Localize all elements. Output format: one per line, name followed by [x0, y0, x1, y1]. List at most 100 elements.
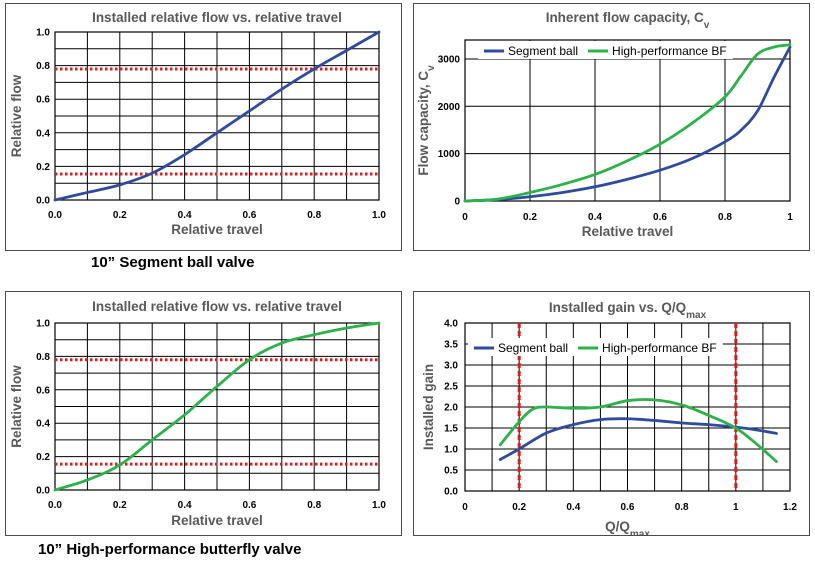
x-tick-label: 0.6	[621, 502, 635, 513]
chart-panel-butterfly-installed-flow: Installed relative flow vs. relative tra…	[5, 291, 402, 536]
x-tick-label: 1	[733, 502, 739, 513]
y-tick-label: 0.2	[36, 452, 50, 463]
x-tick-label: 1.0	[372, 500, 386, 511]
x-tick-label: 0.8	[675, 502, 689, 513]
chart-title-sub: max	[686, 310, 706, 321]
plot-frame	[464, 39, 791, 202]
chart-legend: Segment ball High-performance BF	[468, 338, 723, 356]
y-tick-label: 0.5	[444, 466, 458, 477]
y-tick-label: 4.0	[444, 319, 458, 330]
y-axis-label-main: Relative flow	[9, 365, 24, 448]
chart-legend: Segment ball High-performance BF	[478, 41, 733, 59]
y-tick-label: 3000	[438, 54, 461, 65]
legend-label: Segment ball	[508, 44, 578, 58]
chart-panel-inherent-flow-capacity: Inherent flow capacity, Cv 0 1000 2000 3000 0…	[413, 3, 810, 251]
x-tick-label: 0.2	[523, 212, 537, 223]
x-tick-label: 0.8	[307, 500, 321, 511]
y-tick-label: 0.2	[36, 162, 50, 173]
y-tick-label: 0.0	[36, 196, 50, 207]
x-tick-label: 0.4	[178, 210, 192, 221]
series-line-high-performance-bf	[463, 43, 792, 203]
x-tick-label: 0.8	[307, 210, 321, 221]
x-tick-label: 1.0	[372, 210, 386, 221]
x-tick-label: 0.2	[113, 210, 127, 221]
y-tick-label: 3.0	[444, 361, 458, 372]
y-tick-label: 1.5	[444, 424, 458, 435]
chart-title: Inherent flow capacity, Cv	[546, 10, 710, 31]
y-tick-label: 0.6	[36, 385, 50, 396]
chart-title-main: Inherent flow capacity, C	[546, 10, 704, 25]
legend-label: High-performance BF	[602, 341, 717, 355]
y-tick-label: 1000	[438, 149, 461, 160]
y-tick-label: 2000	[438, 102, 461, 113]
y-tick-label: 1.0	[36, 28, 50, 39]
y-tick-label: 1.0	[36, 319, 50, 330]
chart-installed-flow-butterfly: Installed relative flow vs. relative tra…	[9, 299, 386, 528]
chart-panel-segment-ball-installed-flow: Installed relative flow vs. relative tra…	[5, 3, 402, 251]
x-axis-label-main: Relative travel	[582, 224, 674, 239]
y-axis-label: Flow capacity, Cv	[416, 65, 437, 176]
chart-title-main: Installed relative flow vs. relative tra…	[92, 299, 342, 314]
chart-title-main: Installed relative flow vs. relative tra…	[92, 10, 342, 25]
x-axis-label-main: Relative travel	[171, 513, 263, 528]
y-tick-label: 0.4	[36, 128, 50, 139]
x-tick-label: 0.0	[48, 210, 62, 221]
y-axis-label: Installed gain	[421, 364, 436, 450]
x-tick-label: 0.2	[113, 500, 127, 511]
x-tick-label: 0.6	[242, 500, 256, 511]
series-line-curve-0	[53, 30, 381, 202]
x-axis-label: Relative travel	[582, 224, 674, 239]
x-tick-label: 0.0	[48, 500, 62, 511]
y-tick-label: 0	[454, 197, 460, 208]
caption-segment-ball-valve: 10” Segment ball valve	[91, 254, 255, 271]
y-axis-label-sub: v	[426, 65, 437, 71]
chart-title-sub: v	[704, 20, 710, 31]
y-tick-label: 1.0	[444, 445, 458, 456]
chart-installed-gain: Installed gain vs. Q/Qmax0.00.51.01.52.0…	[421, 300, 797, 535]
y-axis-label-main: Flow capacity, C	[416, 71, 431, 176]
y-axis-label-main: Installed gain	[421, 364, 436, 450]
series-line-segment-ball	[498, 417, 778, 461]
x-tick-label: 0.6	[242, 210, 256, 221]
x-axis-label-sub: max	[630, 529, 650, 536]
x-tick-label: 1.2	[783, 502, 797, 513]
legend-label: Segment ball	[498, 341, 568, 355]
chart-installed-flow-segment-ball: Installed relative flow vs. relative tra…	[9, 10, 386, 237]
y-tick-label: 0.8	[36, 61, 50, 72]
y-tick-label: 0.0	[444, 487, 458, 498]
caption-butterfly-valve: 10” High-performance butterfly valve	[38, 541, 302, 558]
y-axis-label: Relative flow	[9, 74, 24, 157]
y-axis-label-main: Relative flow	[9, 74, 24, 157]
plot-frame	[54, 322, 380, 491]
x-tick-label: 0.2	[512, 502, 526, 513]
x-tick-label: 0.4	[566, 502, 580, 513]
x-axis-label-main: Q/Q	[605, 519, 630, 534]
chart-title: Installed relative flow vs. relative tra…	[92, 10, 342, 25]
series-line-curve-0	[53, 321, 381, 492]
series-line-high-performance-bf	[498, 398, 778, 463]
y-axis-label: Relative flow	[9, 365, 24, 448]
x-tick-label: 0.8	[718, 212, 732, 223]
y-tick-label: 0.4	[36, 419, 50, 430]
chart-panel-installed-gain: Installed gain vs. Q/Qmax 0.0 0.5 1.0 1.5 2.0…	[413, 291, 810, 536]
x-tick-label: 1	[787, 212, 793, 223]
series-line-segment-ball	[463, 45, 792, 203]
x-tick-label: 0	[462, 502, 468, 513]
x-tick-label: 0	[462, 212, 468, 223]
chart-title: Installed relative flow vs. relative tra…	[92, 299, 342, 314]
y-tick-label: 0.6	[36, 95, 50, 106]
chart-inherent-flow-capacity: Inherent flow capacity, Cv01000200030000…	[416, 10, 793, 239]
plot-frame	[54, 31, 380, 201]
x-tick-label: 0.6	[653, 212, 667, 223]
chart-title: Installed gain vs. Q/Qmax	[549, 300, 707, 321]
x-axis-label: Q/Qmax	[605, 519, 650, 535]
x-tick-label: 0.4	[588, 212, 602, 223]
plot-frame	[464, 322, 791, 492]
x-tick-label: 0.4	[178, 500, 192, 511]
y-tick-label: 0.8	[36, 352, 50, 363]
x-axis-label-main: Relative travel	[171, 222, 263, 237]
plot-grid	[464, 40, 791, 202]
y-tick-label: 3.5	[444, 340, 458, 351]
y-tick-label: 2.0	[444, 403, 458, 414]
chart-title-main: Installed gain vs. Q/Q	[549, 300, 686, 315]
